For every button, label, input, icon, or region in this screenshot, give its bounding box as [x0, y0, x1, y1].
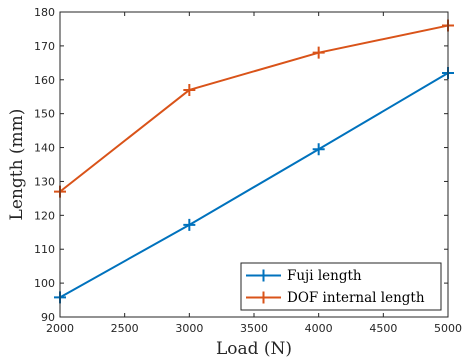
y-axis-ticks: 90 100 110 120 130 140 150 160 170 180	[34, 6, 448, 324]
data-point-fuji-length	[312, 143, 325, 156]
data-point-dof-internal-length	[312, 46, 325, 59]
y-tick-label: 150	[34, 108, 55, 121]
data-point-dof-internal-length	[183, 83, 196, 96]
y-tick-label: 130	[34, 175, 55, 188]
x-tick-label: 4000	[305, 322, 333, 335]
x-tick-label: 2500	[111, 322, 139, 335]
y-axis-title: Length (mm)	[7, 109, 27, 221]
y-tick-label: 180	[34, 6, 55, 19]
y-tick-label: 160	[34, 74, 55, 87]
x-tick-label: 5000	[434, 322, 462, 335]
x-tick-label: 4500	[369, 322, 397, 335]
legend-label-fuji-length: Fuji length	[287, 268, 362, 284]
x-tick-label: 3500	[240, 322, 268, 335]
x-tick-label: 3000	[175, 322, 203, 335]
series-line-dof-internal-length	[59, 24, 449, 193]
data-point-fuji-length	[183, 218, 196, 231]
x-axis-title: Load (N)	[216, 339, 292, 358]
y-tick-label: 100	[34, 277, 55, 290]
legend-label-dof-internal-length: DOF internal length	[287, 290, 425, 306]
y-tick-label: 110	[34, 243, 55, 256]
legend-marker-dof-internal-length	[257, 291, 270, 304]
x-axis-ticks: 2000 2500 3000 3500 4000 4500 5000	[46, 12, 462, 335]
y-tick-label: 170	[34, 40, 55, 53]
y-tick-label: 120	[34, 209, 55, 222]
legend-marker-fuji-length	[257, 269, 270, 282]
legend: Fuji length DOF internal length	[240, 262, 442, 311]
y-tick-label: 90	[41, 311, 55, 324]
x-tick-label: 2000	[46, 322, 74, 335]
y-tick-label: 140	[34, 142, 55, 155]
series-line-fuji-length	[59, 72, 449, 299]
legend-box	[240, 262, 442, 311]
